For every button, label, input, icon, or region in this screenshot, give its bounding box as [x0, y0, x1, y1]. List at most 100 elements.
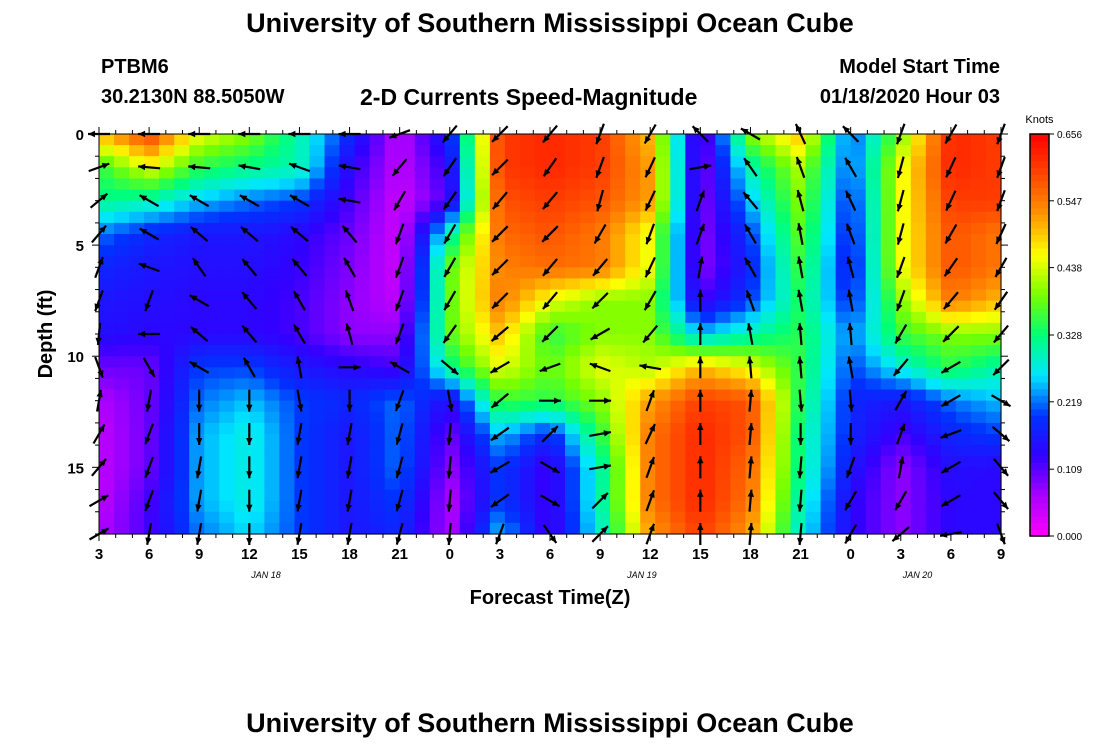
heatmap-cell: [354, 189, 371, 202]
heatmap-cell: [204, 134, 220, 146]
current-arrow: [539, 494, 561, 508]
heatmap-cell: [760, 134, 777, 146]
heatmap-cell: [760, 511, 777, 524]
heatmap-cell: [294, 222, 311, 235]
current-arrow-head: [196, 438, 203, 445]
current-arrow-head: [246, 538, 253, 545]
current-arrow: [188, 163, 211, 171]
heatmap-cell: [339, 178, 356, 191]
current-arrow: [138, 330, 161, 338]
heatmap-cell: [715, 322, 731, 335]
heatmap-cell: [745, 411, 762, 424]
heatmap-cell: [580, 478, 596, 491]
heatmap-cell: [970, 145, 987, 157]
heatmap-cell: [610, 178, 626, 191]
heatmap-cell: [700, 256, 716, 268]
current-arrow: [291, 258, 308, 277]
heatmap-cell: [565, 289, 581, 302]
current-arrow: [796, 223, 804, 245]
heatmap-cell: [294, 422, 311, 435]
heatmap-cell: [835, 167, 852, 180]
x-tick-label: 21: [792, 546, 809, 563]
current-arrow-head: [941, 399, 949, 407]
x-tick-label: 6: [546, 546, 554, 563]
heatmap-cell: [805, 511, 822, 524]
heatmap-cell: [610, 156, 626, 168]
heatmap-cell: [369, 411, 386, 424]
heatmap-cell: [279, 289, 296, 302]
heatmap-cell: [595, 278, 611, 291]
heatmap-cell: [565, 467, 581, 480]
heatmap-cell: [144, 278, 160, 291]
heatmap-cell: [550, 267, 566, 280]
heatmap-cell: [354, 378, 371, 391]
heatmap-cell: [474, 256, 491, 268]
heatmap-cell: [174, 467, 190, 480]
heatmap-cell: [730, 367, 747, 380]
heatmap-cell: [474, 156, 491, 168]
heatmap-cell: [489, 367, 506, 380]
heatmap-cell: [835, 256, 852, 268]
heatmap-cell: [730, 378, 747, 391]
heatmap-cell: [580, 411, 596, 424]
heatmap-cell: [324, 211, 341, 224]
current-arrow: [940, 494, 961, 508]
current-arrow-head: [550, 426, 558, 434]
heatmap-cell: [730, 234, 747, 246]
heatmap-cell: [234, 500, 250, 513]
heatmap-cell: [700, 211, 716, 224]
heatmap-cell: [835, 278, 852, 291]
heatmap-cell: [580, 156, 596, 168]
heatmap-cell: [565, 389, 581, 402]
heatmap-cell: [219, 422, 235, 435]
heatmap-cell: [640, 478, 656, 491]
heatmap-cell: [234, 411, 250, 424]
heatmap-cell: [550, 378, 566, 391]
heatmap-cell: [189, 356, 205, 368]
current-arrow-head: [744, 158, 751, 166]
heatmap-cell: [489, 211, 506, 224]
current-arrow-head: [189, 195, 198, 202]
heatmap-cell: [414, 300, 431, 313]
heatmap-cell: [384, 522, 401, 535]
heatmap-cell: [414, 245, 431, 257]
heatmap-cell: [925, 511, 942, 524]
heatmap-cell: [760, 189, 777, 202]
heatmap-cell: [565, 278, 581, 291]
heatmap-cell: [519, 378, 536, 391]
heatmap-cell: [880, 322, 897, 335]
heatmap-cell: [294, 134, 311, 146]
heatmap-cell: [685, 311, 701, 324]
colorbar-segment: [1030, 522, 1049, 530]
heatmap-cell: [820, 478, 837, 491]
heatmap-cell: [625, 434, 641, 446]
heatmap-cell: [970, 289, 987, 302]
heatmap-cell: [970, 378, 987, 391]
heatmap-cell: [955, 289, 972, 302]
current-arrow: [246, 456, 253, 479]
heatmap-cell: [610, 400, 626, 413]
heatmap-cell: [309, 200, 326, 213]
heatmap-cell: [955, 211, 972, 224]
heatmap-cell: [129, 378, 145, 391]
current-arrow-head: [492, 167, 500, 176]
heatmap-cell: [640, 356, 656, 368]
heatmap-cell: [294, 167, 311, 180]
heatmap-cell: [655, 389, 671, 402]
heatmap-cell: [565, 178, 581, 191]
current-arrow-head: [797, 438, 804, 445]
colorbar-segment: [1030, 469, 1049, 477]
heatmap-cell: [985, 322, 1002, 335]
heatmap-cell: [264, 500, 280, 513]
heatmap-cell: [384, 456, 401, 468]
heatmap-cell: [790, 389, 807, 402]
heatmap-cell: [414, 189, 431, 202]
heatmap-cell: [534, 300, 551, 313]
heatmap-cell: [985, 289, 1002, 302]
heatmap-cell: [625, 400, 641, 413]
heatmap-cell: [354, 522, 371, 535]
heatmap-cell: [805, 322, 822, 335]
heatmap-cell: [144, 234, 160, 246]
heatmap-cell: [144, 322, 160, 335]
heatmap-cell: [625, 322, 641, 335]
